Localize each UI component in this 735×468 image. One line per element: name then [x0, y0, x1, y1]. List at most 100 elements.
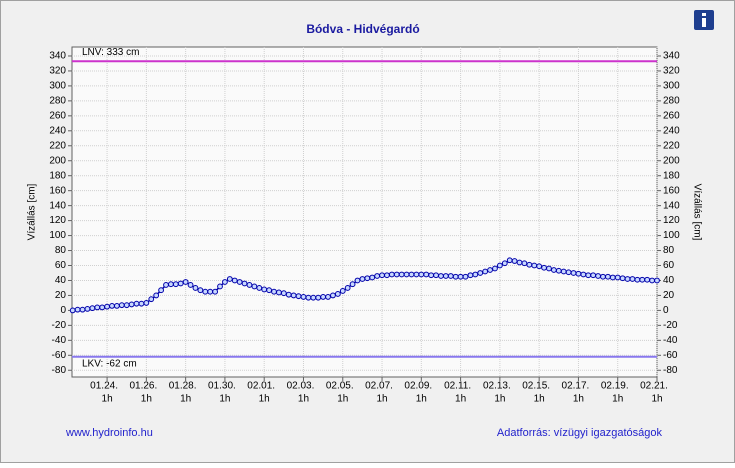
x-tick-hour: 1h	[141, 394, 152, 405]
data-point	[492, 265, 498, 272]
data-point	[374, 273, 381, 279]
y-tick-label: 180	[49, 170, 66, 181]
info-icon[interactable]	[694, 10, 714, 30]
data-point	[114, 303, 120, 309]
data-point	[320, 294, 327, 300]
data-point	[276, 289, 282, 296]
data-point	[570, 270, 577, 276]
data-point	[541, 264, 547, 271]
y-tick-label: 260	[49, 110, 66, 121]
data-point	[600, 273, 606, 280]
data-point	[217, 283, 223, 290]
x-tick-label: 01.26.	[129, 381, 157, 392]
data-point	[99, 304, 106, 311]
data-point	[197, 287, 204, 294]
data-point	[550, 267, 557, 273]
data-point	[349, 281, 356, 288]
data-point	[428, 272, 435, 279]
x-tick-hour: 1h	[259, 394, 270, 405]
y2-tick-label: 260	[663, 110, 680, 121]
data-point	[423, 271, 430, 278]
data-point	[177, 280, 184, 287]
data-point	[325, 294, 331, 300]
data-point	[624, 276, 631, 282]
data-point	[202, 288, 209, 295]
data-point	[644, 276, 651, 283]
data-point	[384, 272, 390, 279]
y2-tick-label: 160	[663, 185, 680, 196]
data-point	[339, 288, 346, 294]
data-point	[163, 282, 169, 288]
y-tick-label: -60	[52, 350, 67, 361]
data-point	[109, 303, 115, 309]
x-tick-label: 02.17.	[562, 381, 590, 392]
y-tick-label: 280	[49, 96, 66, 107]
data-point	[516, 259, 523, 266]
x-tick-label: 02.19.	[601, 381, 629, 392]
y2-tick-label: 220	[663, 140, 680, 151]
data-point	[605, 273, 611, 280]
data-point	[472, 271, 479, 278]
x-tick-label: 02.07.	[365, 381, 393, 392]
data-point	[531, 262, 538, 269]
info-icon-stem[interactable]	[702, 18, 706, 27]
data-point	[388, 271, 395, 278]
y-tick-label: 60	[55, 260, 67, 271]
x-tick-hour: 1h	[102, 394, 113, 405]
data-point	[634, 276, 641, 283]
data-point	[153, 292, 160, 299]
data-point	[487, 267, 493, 273]
x-tick-label: 02.13.	[483, 381, 511, 392]
data-point	[649, 277, 655, 284]
data-point	[354, 277, 361, 284]
x-tick-hour: 1h	[219, 394, 230, 405]
data-point	[290, 292, 297, 299]
data-point	[595, 273, 601, 279]
data-point	[133, 300, 140, 307]
x-tick-label: 01.30.	[208, 381, 236, 392]
y2-tick-label: -20	[663, 320, 678, 331]
data-point	[118, 302, 125, 309]
plot-area	[71, 46, 658, 378]
data-point	[310, 294, 317, 301]
x-tick-label: 02.03.	[287, 381, 315, 392]
data-point	[241, 280, 248, 287]
x-tick-hour: 1h	[534, 394, 545, 405]
data-point	[477, 270, 484, 276]
data-point	[182, 279, 189, 285]
data-point	[511, 258, 518, 264]
data-point	[315, 294, 322, 301]
data-point	[501, 260, 508, 267]
data-point	[246, 282, 253, 288]
info-icon-dot[interactable]	[702, 13, 706, 16]
data-point	[187, 282, 194, 288]
y2-tick-label: 140	[663, 200, 680, 211]
data-point	[398, 271, 405, 278]
data-point	[629, 276, 636, 282]
data-point	[408, 271, 415, 278]
data-point	[654, 277, 660, 284]
y2-tick-label: 320	[663, 66, 680, 77]
data-point	[393, 271, 400, 278]
data-point	[330, 292, 336, 299]
reference-label: LKV: -62 cm	[82, 358, 137, 369]
x-tick-hour: 1h	[376, 394, 387, 405]
y-tick-label: 100	[49, 230, 66, 241]
data-point	[172, 281, 179, 288]
y2-tick-label: 200	[663, 155, 680, 166]
footer-link[interactable]: www.hydroinfo.hu	[65, 427, 153, 439]
y-tick-label: 140	[49, 200, 66, 211]
data-point	[236, 279, 243, 285]
data-point	[74, 306, 81, 313]
data-point	[266, 287, 273, 294]
x-tick-label: 02.15.	[522, 381, 550, 392]
y-tick-label: -80	[52, 365, 67, 376]
y2-tick-label: -60	[663, 350, 678, 361]
data-point	[506, 257, 513, 264]
y-tick-label: 300	[49, 81, 66, 92]
x-tick-hour: 1h	[337, 394, 348, 405]
data-point	[192, 285, 199, 291]
data-point	[256, 285, 263, 291]
data-point	[128, 301, 135, 308]
